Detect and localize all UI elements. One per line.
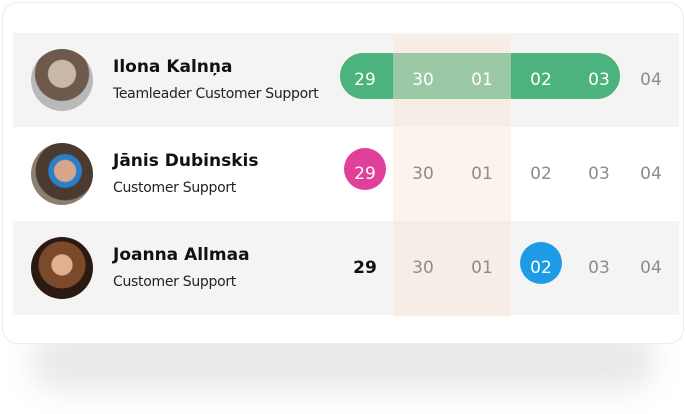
avatar [31,143,93,205]
person-role: Teamleader Customer Support [113,86,319,102]
selected-date [344,148,386,190]
date-cell[interactable]: 03 [588,70,610,90]
date-cell[interactable]: 01 [471,164,493,184]
date-cell[interactable]: 03 [588,164,610,184]
date-cell[interactable]: 02 [530,70,552,90]
row[interactable]: Joanna Allmaa Customer Support 29 30 01 02 03 0… [13,221,679,315]
date-cell[interactable]: 04 [640,258,662,278]
date-cell[interactable]: 04 [640,70,662,90]
selected-date [520,242,562,284]
person-name: Ilona Kalnņa [113,57,233,77]
date-cell[interactable]: 03 [588,258,610,278]
date-cell[interactable]: 29 [354,164,376,184]
avatar [31,49,93,111]
date-range-pill [340,53,620,99]
date-cell[interactable]: 29 [354,70,376,90]
person-name: Jānis Dubinskis [113,151,259,171]
avatar [31,237,93,299]
date-cell[interactable]: 29 [353,258,377,278]
person-role: Customer Support [113,274,236,290]
date-cell[interactable]: 30 [412,258,434,278]
date-cell[interactable]: 30 [412,164,434,184]
date-cell[interactable]: 30 [412,70,434,90]
date-cell[interactable]: 04 [640,164,662,184]
date-cell[interactable]: 02 [530,258,552,278]
person-role: Customer Support [113,180,236,196]
row[interactable]: Jānis Dubinskis Customer Support 29 30 01 02 0… [13,127,679,221]
row[interactable]: Ilona Kalnņa Teamleader Customer Support 2… [13,33,679,127]
date-cell[interactable]: 02 [530,164,552,184]
schedule-card: Ilona Kalnņa Teamleader Customer Support 2… [2,2,684,344]
date-cell[interactable]: 01 [471,258,493,278]
person-name: Joanna Allmaa [113,245,250,265]
date-cell[interactable]: 01 [471,70,493,90]
